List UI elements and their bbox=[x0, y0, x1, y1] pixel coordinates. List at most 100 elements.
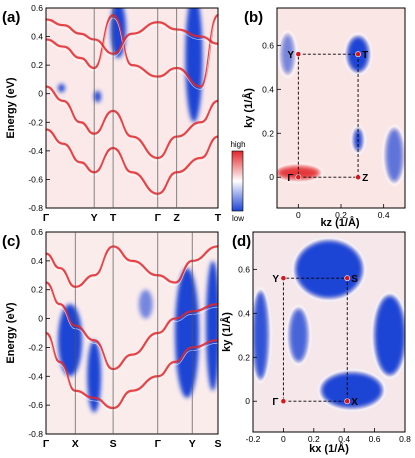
y-tick-label: -0.6 bbox=[28, 400, 43, 410]
panel-label-b: (b) bbox=[244, 9, 263, 26]
fs-pocket-2 bbox=[281, 34, 295, 74]
x-tick-label: 0.6 bbox=[369, 434, 381, 444]
panel-b-fermi-surface: Γ Z Y T 0 0.2 0.4 0 0.2 0.4 0.6 ky (1/Å) kz (1/Å) bbox=[242, 7, 406, 229]
fs-pocket-2 bbox=[374, 295, 405, 375]
y-axis-label: Energy (eV) bbox=[5, 302, 17, 363]
x-axis-label: kx (1/Å) bbox=[309, 442, 349, 455]
y-tick-label: -0.2 bbox=[28, 117, 43, 127]
panel-d-fermi-surface: Γ X Y S -0.2 0 0.2 0.4 0.6 0.8 0 0.2 0.4 0.6 ky (1/Å)… bbox=[220, 231, 411, 455]
colorbar-gradient bbox=[231, 150, 244, 212]
high-symmetry-point bbox=[295, 174, 302, 181]
x-tick-label: 0.2 bbox=[308, 434, 320, 444]
high-symmetry-label: T bbox=[362, 50, 368, 61]
kpath-label: T bbox=[215, 212, 222, 224]
high-symmetry-point bbox=[355, 174, 361, 181]
fs-pocket-3 bbox=[385, 128, 403, 182]
kpath-label: Z bbox=[174, 212, 181, 224]
band-pocket-3 bbox=[58, 83, 65, 93]
high-symmetry-label: Y bbox=[272, 274, 279, 285]
panel-label-c: (c) bbox=[2, 233, 20, 250]
colorbar-high-label: high bbox=[230, 140, 245, 149]
panel-c-band-structure: Γ X S Γ Y S 0.6 0.4 0.2 0 -0.2 -0.4 -0.6 -0.8 Energy … bbox=[5, 227, 222, 450]
band-line-2 bbox=[46, 128, 218, 195]
panel-a-band-structure: Γ Y T Γ Z T0.60.40.20-0.2-0.4-0.6-0.8 Energy … bbox=[5, 3, 222, 224]
y-tick-label: 0.2 bbox=[31, 60, 43, 70]
band-shadow-3 bbox=[46, 22, 218, 58]
high-symmetry-label: Γ bbox=[272, 397, 278, 408]
kpath-label: S bbox=[110, 438, 117, 450]
kpath-label: Γ bbox=[43, 212, 50, 224]
y-tick-label: 0 bbox=[245, 396, 250, 406]
y-tick-label: 0.4 bbox=[31, 256, 43, 266]
high-symmetry-point bbox=[295, 51, 302, 58]
band-pocket-2 bbox=[175, 268, 200, 398]
y-tick-label: 0.4 bbox=[31, 32, 43, 42]
y-tick-label: 0.2 bbox=[31, 285, 43, 295]
y-tick-label: -0.8 bbox=[28, 429, 43, 439]
y-tick-label: 0 bbox=[38, 89, 43, 99]
fs-pocket-1 bbox=[321, 372, 383, 408]
y-tick-label: -0.6 bbox=[28, 174, 43, 184]
y-tick-label: -0.8 bbox=[28, 203, 43, 213]
kpath-label: Γ bbox=[155, 212, 162, 224]
y-axis-label: Energy (eV) bbox=[5, 77, 17, 138]
band-line-3 bbox=[46, 18, 218, 55]
kpath-label: Γ bbox=[155, 438, 162, 450]
band-line-0 bbox=[46, 281, 218, 371]
y-tick-label: -0.4 bbox=[28, 371, 43, 381]
fs-pocket-rim-3 bbox=[382, 125, 405, 186]
kpath-label: Y bbox=[91, 212, 98, 224]
high-symmetry-label: X bbox=[351, 397, 358, 408]
high-symmetry-point bbox=[344, 398, 351, 405]
plot-frame bbox=[252, 231, 406, 433]
high-symmetry-point bbox=[344, 275, 351, 282]
panel-label-a: (a) bbox=[2, 9, 20, 26]
band-shadow-1 bbox=[46, 89, 218, 162]
y-tick-label: -0.4 bbox=[28, 146, 43, 156]
x-tick-label: 0 bbox=[281, 434, 286, 444]
panel-label-d: (d) bbox=[232, 233, 251, 250]
y-axis-label: ky (1/Å) bbox=[242, 88, 255, 128]
band-pocket-0 bbox=[58, 304, 83, 377]
band-pocket-2 bbox=[94, 90, 102, 103]
high-symmetry-point bbox=[280, 398, 287, 405]
high-symmetry-label: Y bbox=[287, 50, 294, 61]
high-symmetry-label: Γ bbox=[287, 173, 293, 184]
plot-frame bbox=[45, 231, 219, 435]
fs-pocket-rim-1 bbox=[317, 368, 386, 412]
x-tick-label: 0 bbox=[296, 210, 301, 220]
x-axis-label: kz (1/Å) bbox=[320, 216, 359, 229]
y-axis-label: ky (1/Å) bbox=[220, 312, 233, 352]
band-line-1 bbox=[46, 85, 218, 160]
y-tick-label: 0.4 bbox=[262, 84, 274, 94]
fs-pocket-0 bbox=[295, 240, 363, 298]
band-line-1 bbox=[46, 331, 218, 410]
y-tick-label: 0 bbox=[269, 172, 274, 182]
fs-pocket-3 bbox=[253, 291, 269, 380]
band-line-2 bbox=[46, 245, 218, 288]
kpath-label: X bbox=[72, 438, 79, 450]
band-shadow-2 bbox=[46, 132, 218, 198]
y-tick-label: 0.6 bbox=[262, 40, 274, 50]
band-pocket-4 bbox=[138, 289, 153, 319]
fs-pocket-rim-4 bbox=[285, 305, 312, 366]
x-tick-label: 0.4 bbox=[378, 210, 390, 220]
high-symmetry-point bbox=[280, 275, 287, 282]
y-tick-label: 0.2 bbox=[262, 128, 274, 138]
high-symmetry-label: S bbox=[351, 274, 358, 285]
kpath-label: S bbox=[214, 438, 221, 450]
band-shadow-2 bbox=[46, 249, 218, 291]
x-tick-label: 0.4 bbox=[338, 434, 350, 444]
colorbar-low-label: low bbox=[232, 214, 244, 223]
fs-pocket-rim-2 bbox=[370, 291, 405, 379]
band-pocket-3 bbox=[205, 260, 218, 391]
colorbar: high low bbox=[230, 140, 245, 223]
y-tick-label: -0.2 bbox=[28, 342, 43, 352]
x-tick-label: 0.8 bbox=[399, 434, 411, 444]
y-tick-label: 0.2 bbox=[238, 352, 250, 362]
x-tick-label: 0.2 bbox=[335, 210, 347, 220]
band-shadow-0 bbox=[46, 285, 218, 373]
fs-pocket-rim-3 bbox=[253, 287, 272, 384]
plot-frame bbox=[45, 7, 219, 209]
